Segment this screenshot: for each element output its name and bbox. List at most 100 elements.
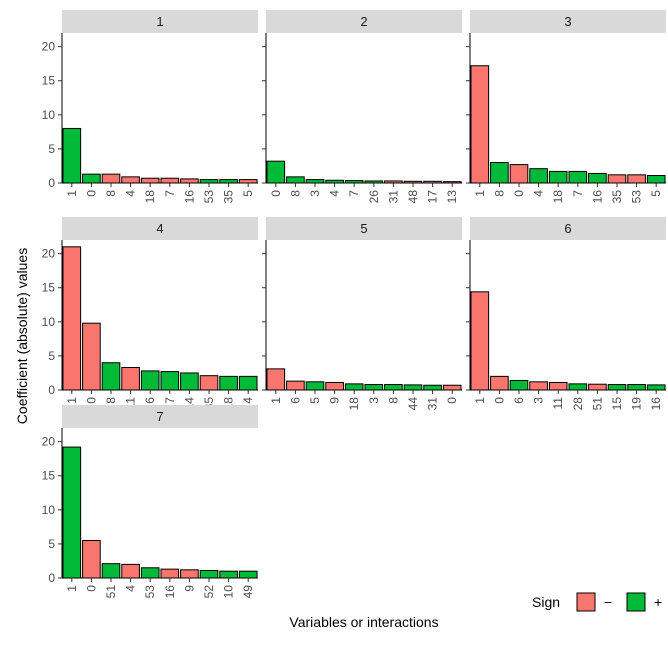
x-tick-label: 9 (328, 397, 342, 404)
bar (344, 383, 364, 391)
bar (266, 160, 286, 184)
x-tick-label: 4 (124, 190, 138, 197)
y-tick-label: 5 (48, 142, 55, 156)
x-tick-label: 5 (241, 190, 255, 197)
x-tick-label: 1 (473, 397, 487, 404)
bar (219, 570, 238, 579)
x-tick-label: 0 (84, 190, 98, 197)
y-tick-label: 0 (48, 176, 55, 190)
bar (442, 384, 462, 391)
bar (607, 384, 627, 391)
x-tick-label: 19 (630, 397, 644, 411)
bar (238, 179, 258, 184)
facet-strip (470, 217, 666, 240)
facet-panel-6: 61 0 6 3 11 28 51 15 19 16 (466, 217, 666, 410)
y-axis-title: Coefficient (absolute) values (14, 248, 30, 424)
x-tick-label: 4 (241, 397, 255, 404)
x-tick-label: 5 (649, 190, 663, 197)
facet-panel-2: 2 0 8 3 4 7 26 31 48 17 13 (262, 10, 462, 203)
x-tick-label: 13 (445, 190, 459, 204)
bar (180, 372, 199, 391)
x-tick-label: 51 (590, 397, 604, 411)
x-tick-label: 26 (367, 190, 381, 204)
y-tick-label: 20 (42, 40, 56, 54)
bar (238, 375, 258, 391)
bar (529, 168, 548, 184)
x-tick-label: 8 (288, 190, 302, 197)
x-tick-label: 6 (143, 397, 157, 404)
bar (286, 380, 305, 391)
bar (140, 567, 160, 579)
facet-strip-label: 7 (156, 409, 163, 424)
y-tick-label: 15 (42, 74, 56, 88)
bar (160, 177, 180, 184)
y-tick-label: 0 (48, 571, 55, 585)
bar (490, 375, 509, 391)
bar (305, 381, 325, 391)
x-tick-label: 49 (241, 585, 255, 599)
bar (219, 179, 238, 184)
x-tick-label: 51 (104, 585, 118, 599)
x-tick-label: 3 (532, 397, 546, 404)
x-tick-label: 17 (426, 190, 440, 204)
bar (509, 164, 529, 184)
x-tick-label: 1 (65, 190, 79, 197)
x-tick-label: 15 (610, 397, 624, 411)
bar (199, 570, 219, 579)
x-tick-label: 0 (512, 190, 526, 197)
x-tick-label: 9 (182, 585, 196, 592)
facet-strip-label: 3 (564, 14, 571, 29)
facet-strip (62, 217, 258, 240)
bar (82, 173, 101, 184)
bar (588, 383, 607, 391)
bar (62, 446, 82, 579)
bar (62, 127, 82, 184)
bar (160, 568, 180, 579)
x-tick-label: 18 (347, 397, 361, 411)
x-tick-label: 8 (492, 190, 506, 197)
x-tick-label: 31 (426, 397, 440, 411)
y-tick-label: 10 (42, 108, 56, 122)
bar (140, 177, 160, 184)
x-tick-label: 16 (182, 190, 196, 204)
bar (325, 179, 344, 184)
y-tick-label: 5 (48, 537, 55, 551)
x-tick-label: 7 (163, 190, 177, 197)
facet-strip (266, 10, 462, 33)
y-tick-label: 10 (42, 503, 56, 517)
x-tick-label: 10 (222, 585, 236, 599)
facet-strip-label: 6 (564, 221, 571, 236)
bar (199, 179, 219, 184)
bar (384, 180, 403, 184)
x-tick-label: 0 (445, 397, 459, 404)
x-tick-label: 0 (84, 397, 98, 404)
x-tick-label: 7 (163, 397, 177, 404)
x-tick-label: 3 (308, 190, 322, 197)
bar (423, 384, 442, 391)
legend-label-positive: + (654, 594, 662, 610)
bar (238, 570, 258, 579)
bar (384, 384, 403, 391)
x-tick-label: 0 (84, 585, 98, 592)
x-tick-label: 53 (143, 585, 157, 599)
x-tick-label: 8 (104, 190, 118, 197)
x-tick-label: 53 (630, 190, 644, 204)
bar (403, 384, 423, 391)
bar (82, 322, 101, 391)
bar (568, 170, 588, 184)
bar (286, 176, 305, 184)
bar (470, 291, 490, 391)
bar (364, 384, 384, 391)
legend-label-negative: − (604, 594, 612, 610)
legend-key-negative (576, 592, 596, 612)
x-tick-label: 1 (269, 397, 283, 404)
x-tick-label: 3 (367, 397, 381, 404)
bar (325, 382, 344, 391)
legend-key-positive (626, 592, 646, 612)
x-tick-label: 1 (473, 190, 487, 197)
y-tick-label: 5 (48, 349, 55, 363)
x-tick-label: 52 (202, 585, 216, 599)
